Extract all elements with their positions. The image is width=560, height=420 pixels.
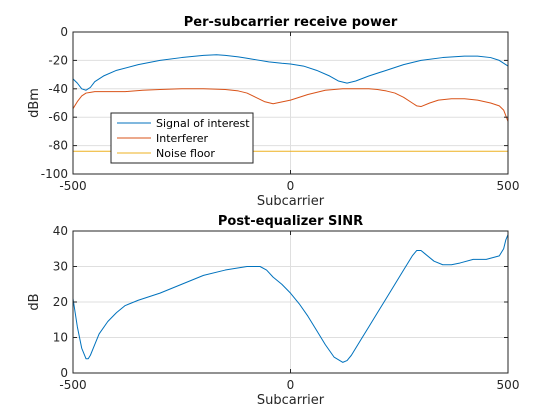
y-tick-label: 20: [53, 295, 68, 309]
y-axis-label: dBm: [27, 88, 42, 118]
chart-title: Post-equalizer SINR: [218, 214, 363, 229]
x-tick-label: 0: [287, 378, 295, 392]
x-axis-label: Subcarrier: [257, 194, 325, 209]
y-tick-label: -80: [48, 139, 68, 153]
x-axis-label: Subcarrier: [257, 393, 325, 408]
legend-entry: Signal of interest: [156, 117, 250, 130]
x-tick-label: -500: [59, 378, 86, 392]
y-axis-label: dB: [27, 293, 42, 310]
chart-title: Per-subcarrier receive power: [184, 15, 398, 30]
y-tick-label: 0: [60, 366, 68, 380]
y-tick-label: -60: [48, 110, 68, 124]
y-tick-label: -40: [48, 82, 68, 96]
series-line-interferer: [72, 88, 509, 122]
y-tick-label: 0: [60, 25, 68, 39]
y-tick-label: 30: [53, 260, 68, 274]
plot-lines: [72, 234, 509, 363]
legend: Signal of interest Interferer Noise floor: [110, 112, 254, 164]
y-tick-label: -20: [48, 53, 68, 67]
legend-entry: Interferer: [156, 132, 209, 145]
x-tick-label: 500: [497, 378, 520, 392]
series-line-0: [72, 234, 509, 363]
series-line-signal-of-interest: [72, 54, 509, 91]
y-tick-label: 10: [53, 331, 68, 345]
x-tick-label: -500: [59, 179, 86, 193]
legend-entry: Noise floor: [156, 147, 215, 160]
x-tick-label: 0: [287, 179, 295, 193]
y-tick-label: -100: [41, 167, 68, 181]
y-tick-label: 40: [53, 224, 68, 238]
receive-power-axes: -500 0 500 -100 -80 -60 -40 -20 0 Per-subcarrier…: [27, 15, 519, 209]
x-tick-label: 500: [497, 179, 520, 193]
tick-marks: -500 0 500 -100 -80 -60 -40 -20 0: [41, 25, 520, 193]
